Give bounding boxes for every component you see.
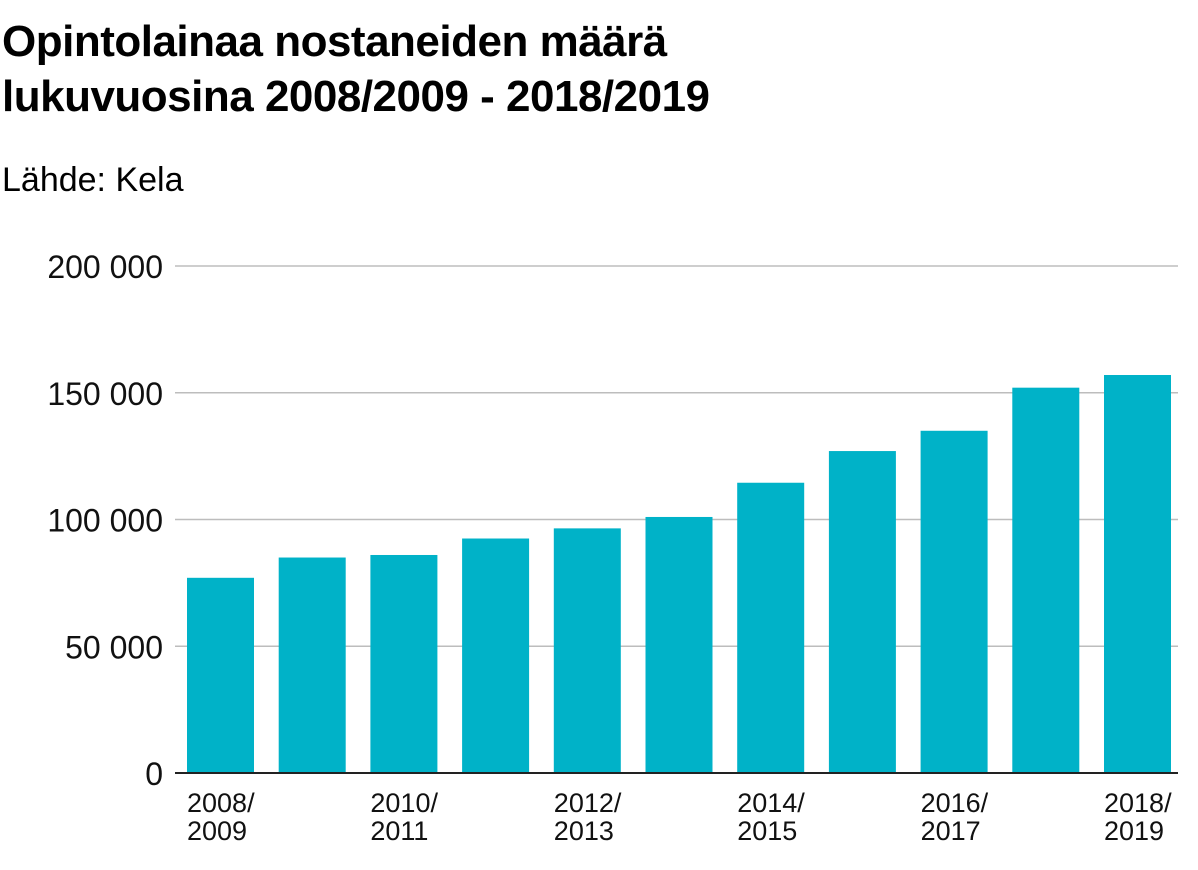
y-tick-label: 100 000: [47, 503, 163, 539]
x-tick-label-line: 2008/: [187, 788, 255, 818]
x-tick-label-line: 2016/: [921, 788, 989, 818]
chart-source: Lähde: Kela: [2, 161, 184, 199]
x-tick-label: 2012/2013: [554, 788, 622, 846]
x-tick-label: 2018/2019: [1104, 788, 1172, 846]
bar: [920, 430, 988, 773]
bar: [187, 577, 254, 773]
y-tick-label: 200 000: [47, 249, 163, 285]
bar: [462, 538, 530, 773]
x-tick-label: 2010/2011: [370, 788, 438, 846]
x-tick-label-line: 2009: [187, 816, 247, 846]
bar: [1012, 387, 1080, 773]
y-tick-label: 50 000: [65, 629, 163, 665]
bar: [828, 451, 896, 773]
y-tick-label: 0: [145, 756, 163, 792]
y-tick-label: 150 000: [47, 376, 163, 412]
bars: [187, 375, 1171, 773]
bar: [737, 482, 805, 773]
x-tick-label-line: 2015: [737, 816, 797, 846]
chart-title-line1: Opintolainaa nostaneiden määrä: [2, 17, 667, 66]
x-tick-label: 2008/2009: [187, 788, 255, 846]
y-axis-ticks: 0 50 000 100 000 150 000 200 000: [47, 249, 163, 792]
x-tick-label-line: 2017: [921, 816, 981, 846]
x-tick-label-line: 2010/: [370, 788, 438, 818]
chart-title-line2: lukuvuosina 2008/2009 - 2018/2019: [2, 72, 710, 121]
bar: [1104, 375, 1171, 773]
bar: [553, 528, 621, 773]
x-tick-label-line: 2014/: [737, 788, 805, 818]
x-tick-label-line: 2011: [370, 816, 428, 846]
x-tick-label-line: 2018/: [1104, 788, 1172, 818]
x-axis-ticks: 2008/2009 2010/2011 2012/2013 2014/2015 2016…: [187, 788, 1172, 846]
x-tick-label: 2016/2017: [921, 788, 989, 846]
x-tick-label-line: 2019: [1104, 816, 1164, 846]
x-tick-label-line: 2012/: [554, 788, 622, 818]
bar: [370, 554, 438, 773]
bar: [645, 516, 713, 773]
chart-title: Opintolainaa nostaneiden määrä lukuvuosi…: [2, 14, 1182, 124]
bar: [278, 557, 346, 773]
x-tick-label: 2014/2015: [737, 788, 805, 846]
x-tick-label-line: 2013: [554, 816, 614, 846]
